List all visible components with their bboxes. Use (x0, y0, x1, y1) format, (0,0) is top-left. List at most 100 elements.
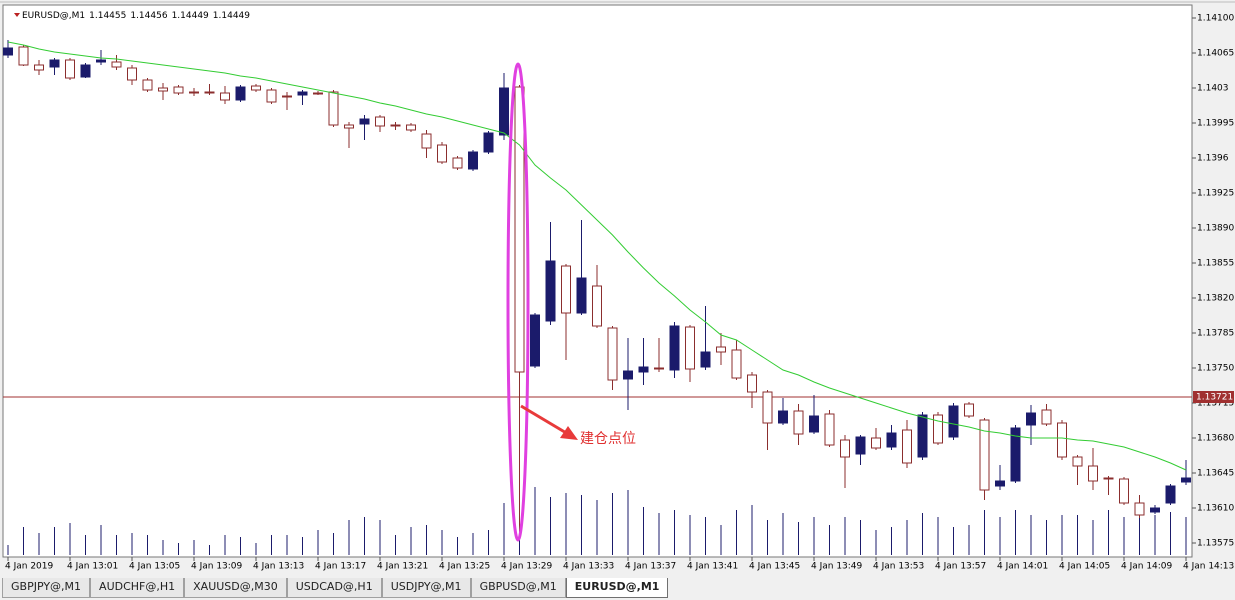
candle-body (173, 86, 184, 94)
candle-body (375, 116, 385, 127)
candle-body (266, 89, 277, 103)
candle-body (158, 87, 168, 92)
x-tick-label: 4 Jan 14:05 (1059, 562, 1110, 572)
candle-body (824, 413, 835, 446)
chart-tab[interactable]: USDJPY@,M1 (381, 578, 471, 598)
candle-body (762, 391, 773, 424)
candle-body (142, 79, 153, 91)
y-tick-label: 1.13785 (1197, 329, 1234, 339)
chart-tab[interactable]: GBPJPY@,M1 (2, 578, 91, 598)
x-tick-label: 4 Jan 13:29 (501, 562, 553, 572)
chart-layer: 1.14100 1.14065 1.1403 1.13995 1.1396 1.13925… (3, 14, 1234, 572)
candle-body (1119, 478, 1129, 504)
candle-body (576, 277, 587, 314)
candle-body (731, 349, 742, 379)
candle-body (189, 91, 199, 94)
candle-body (514, 86, 525, 373)
candle-body (793, 410, 804, 435)
candle-body (623, 370, 633, 380)
y-tick-label: 1.14100 (1197, 14, 1234, 24)
tab-bar: GBPJPY@,M1 AUDCHF@,H1 XAUUSD@,M30 USDCAD@,H… (2, 578, 669, 598)
candle-body (437, 144, 447, 163)
candle-body (530, 314, 540, 367)
candle-body (1103, 477, 1114, 480)
candle-body (778, 410, 788, 424)
candle-body (65, 59, 75, 79)
candle-body (127, 67, 137, 81)
candle-body (344, 124, 354, 129)
x-tick-label: 4 Jan 13:25 (439, 562, 490, 572)
candle-body (3, 47, 13, 56)
annotation-arrowhead (560, 426, 578, 440)
x-tick-label: 4 Jan 14:13 (1183, 562, 1234, 572)
candle-body (871, 437, 881, 449)
y-tick-label: 1.13820 (1197, 294, 1234, 304)
chart-tab[interactable]: AUDCHF@,H1 (90, 578, 185, 598)
x-tick-label: 4 Jan 13:05 (129, 562, 180, 572)
candle-body (886, 432, 897, 448)
candle-body (995, 480, 1005, 487)
x-tick-label: 4 Jan 2019 (5, 562, 53, 572)
candle-body (592, 285, 602, 327)
candle-body (1165, 485, 1176, 504)
candle-body (111, 61, 122, 68)
candle-body (638, 366, 649, 373)
candle-body (499, 87, 509, 136)
candle-body (297, 91, 308, 96)
candle-body (204, 91, 215, 94)
x-tick-label: 4 Jan 14:09 (1121, 562, 1173, 572)
candle-body (747, 374, 757, 393)
candle-body (390, 124, 401, 127)
candle-body (1072, 456, 1083, 467)
candle-body (964, 403, 974, 417)
candle-body (80, 64, 91, 78)
chart-tab[interactable]: XAUUSD@,M30 (184, 578, 287, 598)
candle-body (1057, 422, 1067, 458)
candle-body (917, 414, 928, 458)
candle-body (902, 429, 912, 464)
x-tick-label: 4 Jan 13:37 (625, 562, 676, 572)
candle-body (452, 157, 463, 169)
candle-body (468, 151, 478, 170)
y-tick-label: 1.1396 (1197, 154, 1229, 164)
x-tick-label: 4 Jan 13:53 (873, 562, 924, 572)
x-tick-label: 4 Jan 13:49 (811, 562, 863, 572)
candle-body (282, 95, 292, 98)
annotation-arrow (520, 404, 569, 436)
y-tick-label: 1.13575 (1197, 539, 1234, 549)
y-tick-label: 1.13645 (1197, 469, 1234, 479)
candle-body (235, 86, 246, 101)
candle-body (545, 260, 556, 322)
chart-tab[interactable]: EURUSD@,M1 (565, 578, 669, 598)
candle-body (251, 85, 261, 91)
candle-body (669, 325, 680, 371)
chart-tab[interactable]: USDCAD@,H1 (286, 578, 382, 598)
candle-body (1150, 507, 1160, 513)
candle-body (685, 326, 695, 370)
y-tick-label: 1.14065 (1197, 49, 1234, 59)
x-tick-label: 4 Jan 13:09 (191, 562, 243, 572)
x-tick-label: 4 Jan 13:33 (563, 562, 614, 572)
y-tick-label: 1.13995 (1197, 119, 1234, 129)
x-tick-label: 4 Jan 13:13 (253, 562, 304, 572)
candle-body (406, 124, 416, 131)
candle-body (1041, 409, 1052, 425)
chart-tab[interactable]: GBPUSD@,M1 (470, 578, 566, 598)
x-tick-label: 4 Jan 13:01 (67, 562, 118, 572)
candle-body (855, 436, 866, 455)
annotation: 建仓点位 (580, 431, 636, 447)
candle-body (1181, 477, 1191, 483)
candle-body (96, 59, 106, 63)
y-tick-label: 1.13610 (1197, 504, 1234, 514)
price-marker (1193, 391, 1234, 403)
y-tick-label: 1.13890 (1197, 224, 1234, 234)
candle-body (840, 439, 850, 458)
candle-body (607, 327, 618, 381)
candle-body (1010, 427, 1021, 482)
candle-body (34, 64, 44, 71)
candle-body (313, 92, 323, 95)
candle-body (700, 351, 711, 368)
moving-average (7, 41, 1187, 471)
candle-body (716, 346, 726, 353)
